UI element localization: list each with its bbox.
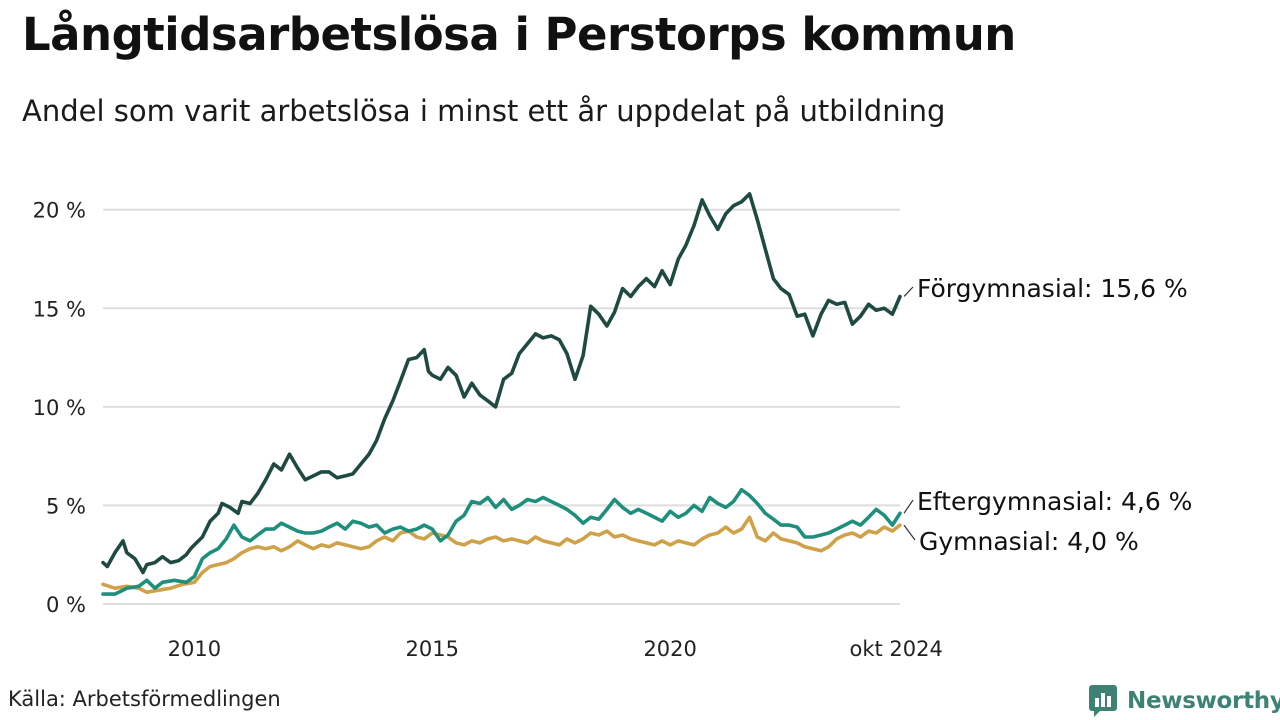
x-tick-label: 2020 <box>643 637 696 661</box>
y-tick-label: 0 % <box>46 593 86 617</box>
line-chart: 0 %5 %10 %15 %20 % 2010 2015 2020 okt 2024 … <box>33 192 1192 661</box>
series-end-label: Gymnasial: 4,0 % <box>919 527 1139 556</box>
x-tick-label: 2010 <box>168 637 221 661</box>
x-tick-label: 2015 <box>406 637 459 661</box>
label-leader <box>903 524 916 541</box>
chart-subtitle: Andel som varit arbetslösa i minst ett å… <box>22 94 946 128</box>
x-axis: 2010 2015 2020 okt 2024 <box>168 637 943 661</box>
x-tick-label: okt 2024 <box>850 637 943 661</box>
end-labels: Förgymnasial: 15,6 % Eftergymnasial: 4,6 … <box>903 274 1192 556</box>
series-end-label: Förgymnasial: 15,6 % <box>917 274 1188 303</box>
label-leader <box>903 286 914 297</box>
series-line-eftergymnasial <box>101 487 902 596</box>
series-line-förgymnasial <box>101 192 902 575</box>
y-tick-label: 15 % <box>33 297 86 321</box>
label-leader <box>903 499 914 514</box>
newsworthy-logo-icon <box>1089 685 1117 717</box>
y-tick-label: 5 % <box>46 494 86 518</box>
series-line-gymnasial <box>101 515 902 594</box>
y-axis: 0 % 5 % 10 % 15 % 20 % <box>33 199 86 617</box>
brand-logo: Newsworthy <box>1088 684 1280 718</box>
series-end-label: Eftergymnasial: 4,6 % <box>917 487 1192 516</box>
series-lines <box>101 192 902 596</box>
gridlines <box>103 208 900 605</box>
chart-title: Långtidsarbetslösa i Perstorps kommun <box>22 8 1016 61</box>
y-tick-label: 10 % <box>33 396 86 420</box>
y-tick-label: 20 % <box>33 199 86 223</box>
brand-name: Newsworthy <box>1127 688 1280 714</box>
source-note: Källa: Arbetsförmedlingen <box>8 687 281 711</box>
